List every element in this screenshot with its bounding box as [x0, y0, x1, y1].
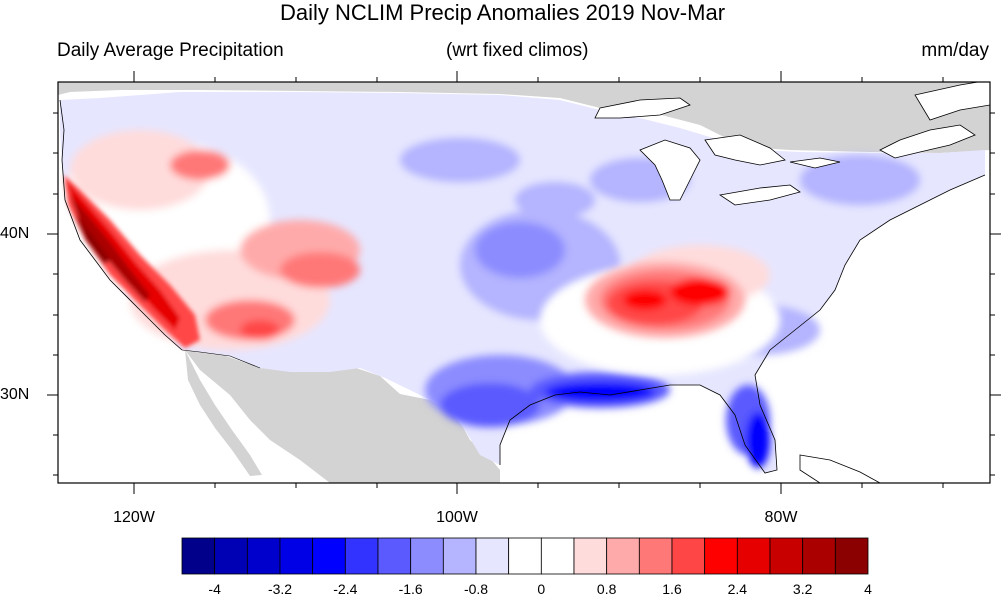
colorbar-box	[573, 537, 608, 575]
lat-tick-marks	[47, 112, 1001, 476]
california-wet-anomaly	[64, 175, 200, 348]
lake-michigan	[639, 139, 701, 201]
gulf-atlantic-coastline	[499, 174, 986, 474]
colorbar-label: 2.4	[727, 581, 748, 597]
colorbar-box	[508, 537, 542, 575]
colorbar-box	[802, 537, 836, 575]
lon-label-100w: 100W	[436, 509, 478, 526]
lon-label-80w: 80W	[764, 509, 798, 526]
left-subtitle: Daily Average Precipitation	[57, 40, 284, 61]
lat-label-40n: 40N	[0, 225, 30, 242]
colorbar-label: -2.4	[333, 581, 358, 597]
colorbar-label: 3.2	[792, 581, 813, 597]
colorbar-label: 1.6	[662, 581, 682, 597]
colorbar-box	[410, 537, 444, 575]
colorbar-box	[638, 537, 673, 575]
colorbar-box	[540, 537, 575, 575]
map-title: Daily NCLIM Precip Anomalies 2019 Nov-Ma…	[279, 0, 726, 25]
colorbar-box	[606, 537, 640, 575]
colorbar-label: -3.2	[267, 581, 293, 597]
colorbar-box	[312, 537, 346, 575]
colorbar-box	[769, 537, 804, 575]
colorbar-box	[704, 537, 738, 575]
canada-landmass	[58, 82, 990, 153]
colorbar-box	[181, 537, 216, 575]
tennessee-valley-wet-anomaly	[585, 262, 745, 338]
colorbar-label: 4	[864, 581, 872, 597]
colorbar-label: 0	[537, 581, 546, 597]
lon-tick-marks	[133, 71, 944, 494]
colorbar-label: 0.8	[596, 581, 617, 597]
mexico-landmass	[185, 350, 500, 483]
colorbar-box	[377, 537, 412, 575]
border-line	[181, 349, 261, 369]
lake-erie	[718, 184, 801, 206]
colorbar-box	[442, 537, 477, 575]
colorbar-label: -0.8	[463, 581, 489, 597]
dry-anomaly-fields	[400, 138, 920, 468]
units-label: mm/day	[921, 40, 989, 61]
baja-peninsula	[185, 350, 262, 476]
colorbar-box	[214, 537, 248, 575]
colorbar-box	[834, 537, 869, 575]
colorbar-box	[671, 537, 706, 575]
colorbar-box	[279, 537, 314, 575]
bay-of-fundy	[879, 124, 976, 159]
colorbar-box	[246, 537, 281, 575]
center-subtitle: (wrt fixed climos)	[446, 40, 589, 61]
lake-superior	[594, 97, 691, 119]
lat-label-30n: 30N	[0, 386, 30, 403]
cuba-outline	[799, 454, 881, 483]
lake-ontario	[789, 157, 841, 169]
lon-label-120w: 120W	[113, 509, 155, 526]
pacific-coastline	[59, 99, 183, 351]
colorbar-label: -4	[208, 581, 221, 597]
plot-frame	[57, 81, 991, 484]
gulf-of-st-lawrence	[914, 82, 990, 121]
colorbar-box	[475, 537, 510, 575]
colorbar-box	[736, 537, 771, 575]
lake-huron	[704, 134, 786, 166]
colorbar-label: -1.6	[398, 581, 423, 597]
colorbar-box	[344, 537, 379, 575]
